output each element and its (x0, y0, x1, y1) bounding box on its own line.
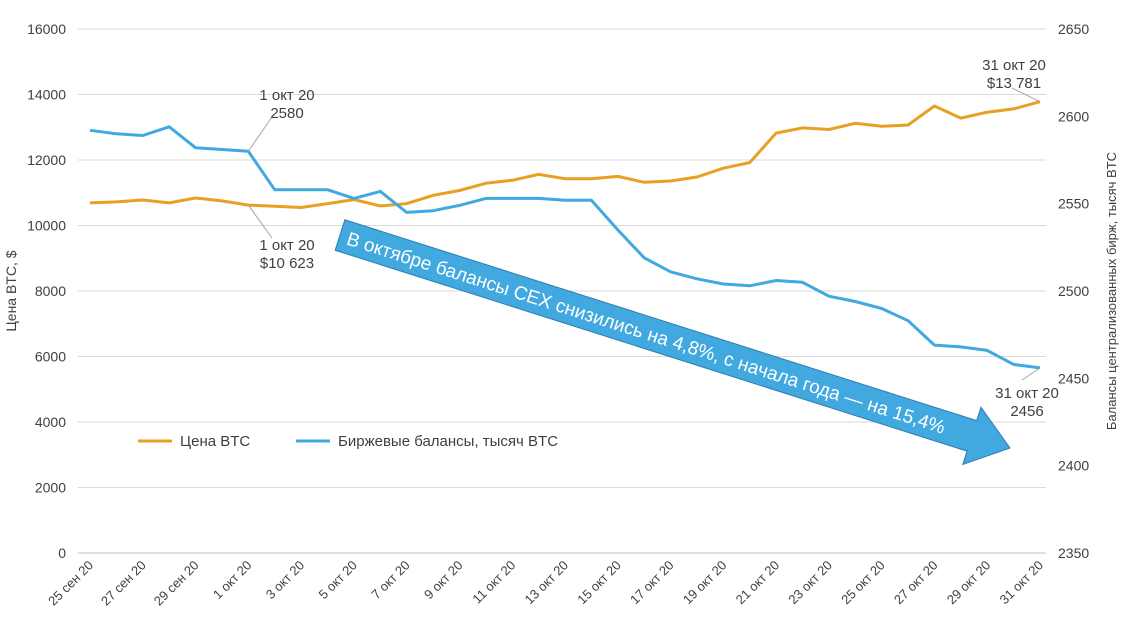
x-tick-label: 21 окт 20 (733, 558, 783, 608)
arrow-shape (334, 219, 1011, 466)
y-axis-label: Цена BTC, $ (3, 250, 19, 331)
annotation-label: 1 окт 20 (259, 237, 314, 254)
x-tick-label: 29 сен 20 (151, 558, 202, 609)
annotation-label: 2580 (270, 105, 303, 122)
x-tick-label: 9 окт 20 (421, 558, 466, 603)
x-tick-label: 5 окт 20 (316, 558, 361, 603)
annotation-label: 31 окт 20 (995, 385, 1059, 402)
series-line-exchange-balances (89, 125, 1041, 370)
annotation-label: 31 окт 20 (982, 57, 1046, 74)
x-tick-label: 27 сен 20 (98, 558, 149, 609)
x-tick-label: 1 окт 20 (210, 558, 255, 603)
y-tick-label: 12000 (27, 152, 66, 168)
y2-tick-label: 2550 (1058, 196, 1089, 212)
y-tick-label: 4000 (35, 414, 66, 430)
y-tick-label: 10000 (27, 218, 66, 234)
x-tick-label: 25 сен 20 (45, 558, 96, 609)
x-tick-label: 15 окт 20 (574, 558, 624, 608)
annotation-leader (247, 204, 273, 239)
x-tick-label: 17 окт 20 (627, 558, 677, 608)
legend-label: Биржевые балансы, тысяч BTC (338, 433, 558, 450)
y2-axis-label: Балансы централизованных бирж, тысяч BTC (1104, 152, 1119, 430)
legend-label: Цена BTC (180, 433, 250, 450)
y2-tick-label: 2400 (1058, 458, 1089, 474)
annotation-label: 1 окт 20 (259, 87, 314, 104)
x-tick-label: 13 окт 20 (522, 558, 572, 608)
x-tick-label: 29 окт 20 (944, 558, 994, 608)
x-tick-label: 27 окт 20 (891, 558, 941, 608)
annotation-label: $13 781 (987, 75, 1041, 92)
annotation-leader (1011, 87, 1041, 103)
x-tick-label: 31 окт 20 (997, 558, 1047, 608)
annotation-label: 2456 (1010, 403, 1043, 420)
annotation-leader (1021, 367, 1041, 381)
y2-tick-label: 2350 (1058, 545, 1089, 561)
y-tick-label: 0 (58, 545, 66, 561)
annotation-label: $10 623 (260, 255, 314, 272)
y-tick-label: 6000 (35, 349, 66, 365)
y2-tick-label: 2500 (1058, 283, 1089, 299)
y-tick-label: 8000 (35, 283, 66, 299)
x-tick-label: 3 окт 20 (263, 558, 308, 603)
y-tick-label: 14000 (27, 87, 66, 103)
y2-tick-label: 2450 (1058, 370, 1089, 386)
annotation-leader (247, 116, 273, 152)
y-tick-label: 2000 (35, 480, 66, 496)
x-tick-label: 11 окт 20 (469, 558, 518, 607)
y-tick-label: 16000 (27, 21, 66, 37)
x-tick-label: 7 окт 20 (368, 558, 413, 603)
x-tick-label: 23 окт 20 (785, 558, 835, 608)
series-line-btc-price (89, 100, 1041, 209)
x-tick-label: 19 окт 20 (680, 558, 730, 608)
x-tick-label: 25 окт 20 (838, 558, 888, 608)
y2-tick-label: 2600 (1058, 108, 1089, 124)
y2-tick-label: 2650 (1058, 21, 1089, 37)
